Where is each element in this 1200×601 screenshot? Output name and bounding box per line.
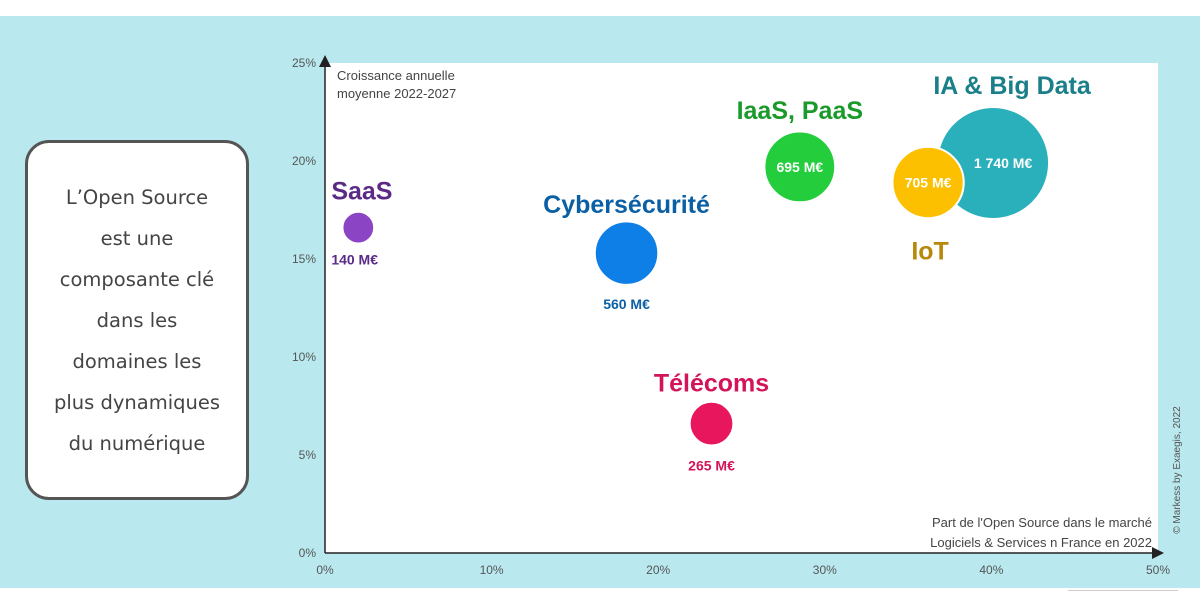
bubble-value-iaas-paas: 695 M€ [776, 159, 823, 175]
x-tick-label: 10% [480, 563, 504, 577]
callout-text: L’Open Source est une composante clé dan… [53, 185, 221, 455]
bubble-label-iaas-paas: IaaS, PaaS [737, 97, 863, 125]
bubble-iot [891, 145, 965, 220]
bubble-label-t-l-coms: Télécoms [654, 370, 769, 398]
y-tick-label: 5% [299, 448, 317, 462]
x-tick-label: 40% [979, 563, 1003, 577]
x-tick-label: 20% [646, 563, 670, 577]
bubble-t-l-coms [688, 400, 735, 447]
x-tick-label: 30% [813, 563, 837, 577]
x-tick-label: 50% [1146, 563, 1170, 577]
bubble-saas [341, 210, 376, 245]
bubble-value-iot: 705 M€ [905, 175, 952, 191]
y-tick-label: 0% [299, 546, 317, 560]
bubble-value-t-l-coms: 265 M€ [688, 458, 735, 474]
x-axis-title: Part de l'Open Source dans le marché Logi… [930, 515, 1152, 550]
bubble-label-iot: IoT [911, 238, 949, 266]
bubble-label-cybers-curit: Cybersécurité [543, 191, 710, 219]
y-tick-label: 10% [292, 350, 316, 364]
x-tick-label: 0% [316, 563, 334, 577]
bubble-iaas-paas [763, 130, 837, 204]
y-axis-title: Croissance annuelle moyenne 2022-2027 [337, 68, 456, 101]
bubble-label-saas: SaaS [331, 178, 392, 206]
y-tick-label: 20% [292, 154, 316, 168]
footer-divider [1068, 590, 1178, 601]
bubble-value-cybers-curit: 560 M€ [603, 296, 650, 312]
bubble-value-saas: 140 M€ [331, 252, 378, 268]
bubble-value-ia-big-data: 1 740 M€ [974, 155, 1033, 171]
y-tick-label: 15% [292, 252, 316, 266]
copyright-credit: © Markess by Exaegis, 2022 [1172, 406, 1183, 534]
callout-box: L’Open Source est une composante clé dan… [25, 140, 249, 500]
bubble-cybers-curit [593, 220, 660, 286]
bubble-label-ia-big-data: IA & Big Data [933, 72, 1092, 100]
y-tick-label: 25% [292, 56, 316, 70]
